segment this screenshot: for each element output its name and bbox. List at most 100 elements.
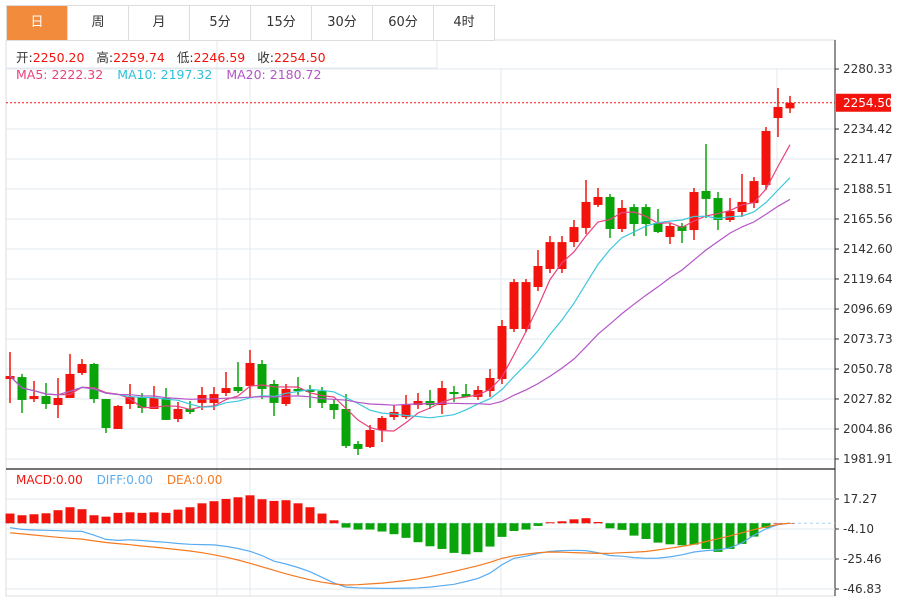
price-axis-label: 2188.51 <box>843 182 893 196</box>
candle <box>173 402 183 423</box>
candle <box>737 173 747 217</box>
open-label: 开: <box>16 50 33 65</box>
price-axis-label: 2119.64 <box>843 272 893 286</box>
tab-month[interactable]: 月 <box>129 6 190 40</box>
candle <box>569 219 579 248</box>
candle-body <box>41 396 51 404</box>
candle-body <box>713 198 723 220</box>
macd-bar <box>449 523 459 553</box>
candle-body <box>257 364 267 389</box>
macd-bar <box>329 520 339 524</box>
price-axis-label: 2073.73 <box>843 332 893 346</box>
candle <box>245 350 255 397</box>
candle <box>89 362 99 403</box>
candle <box>5 351 15 403</box>
diff-value: DIFF:0.00 <box>96 473 153 487</box>
diff-line <box>9 522 791 590</box>
ma20-label: MA20: <box>226 67 266 82</box>
tab-4hour[interactable]: 4时 <box>434 6 495 40</box>
candle-body <box>629 207 639 225</box>
macd-bar <box>653 523 663 543</box>
macd-bar <box>281 500 291 524</box>
macd-bar <box>113 512 123 524</box>
candle-body <box>605 196 615 230</box>
macd-bar <box>629 523 639 536</box>
candle-body <box>89 364 99 400</box>
period-tabs: 日 周 月 5分 15分 30分 60分 4时 <box>6 5 495 41</box>
macd-bar <box>605 523 615 529</box>
candle <box>41 382 51 409</box>
candle <box>617 199 627 233</box>
candle <box>701 144 711 219</box>
candle <box>437 380 447 415</box>
price-axis-label: 2096.69 <box>843 302 893 316</box>
candle <box>65 353 75 398</box>
macd-axis-label: -4.10 <box>843 522 874 536</box>
candle <box>677 222 687 243</box>
candle-body <box>557 242 567 269</box>
tab-day[interactable]: 日 <box>7 6 68 40</box>
candle-body <box>293 388 303 392</box>
candle-body <box>185 408 195 412</box>
candle-body <box>617 207 627 230</box>
tab-week[interactable]: 周 <box>68 6 129 40</box>
candle <box>389 405 399 420</box>
price-axis-label: 2280.33 <box>843 62 893 76</box>
candle-body <box>449 391 459 395</box>
candle-body <box>137 396 147 409</box>
macd-bar <box>557 521 567 524</box>
candle <box>77 359 87 375</box>
candle <box>29 380 39 403</box>
macd-bar <box>593 521 603 524</box>
price-axis-label: 2050.78 <box>843 362 893 376</box>
dea-value: DEA:0.00 <box>166 473 223 487</box>
candle-body <box>305 390 315 392</box>
ma20-line <box>9 198 791 406</box>
candle-body <box>473 390 483 397</box>
candle-body <box>749 181 759 203</box>
candle-body <box>737 201 747 213</box>
candle <box>341 394 351 449</box>
candle-body <box>401 403 411 418</box>
tab-5min[interactable]: 5分 <box>190 6 251 40</box>
ma10-value: 2197.32 <box>160 67 213 82</box>
tab-60min[interactable]: 60分 <box>373 6 434 40</box>
candle-body <box>413 400 423 406</box>
candle-body <box>653 222 663 233</box>
candle <box>113 405 123 429</box>
macd-bar <box>389 523 399 535</box>
macd-bar <box>317 513 327 524</box>
candle-body <box>353 443 363 449</box>
candle <box>413 393 423 409</box>
macd-legend: MACD:0.00 DIFF:0.00 DEA:0.00 <box>16 473 232 487</box>
macd-bar <box>365 523 375 530</box>
candle-body <box>377 417 387 431</box>
candle-body <box>545 242 555 269</box>
ma20-value: 2180.72 <box>269 67 322 82</box>
tab-15min[interactable]: 15分 <box>251 6 312 40</box>
ma10-line <box>9 177 791 419</box>
candle-body <box>761 130 771 185</box>
candle <box>713 192 723 231</box>
candle-body <box>53 397 63 406</box>
candle <box>329 399 339 420</box>
candle <box>641 204 651 237</box>
candle-body <box>593 196 603 205</box>
tab-30min[interactable]: 30分 <box>312 6 373 40</box>
candle <box>557 236 567 274</box>
macd-bar <box>125 512 135 524</box>
price-axis-label: 2234.42 <box>843 122 893 136</box>
ohlc-legend: 开:2250.20 高:2259.74 低:2246.59 收:2254.50 … <box>16 49 334 83</box>
candle <box>161 388 171 420</box>
candle <box>485 368 495 397</box>
open-value: 2250.20 <box>32 50 85 65</box>
macd-bar <box>173 509 183 524</box>
dea-line <box>9 522 791 586</box>
low-value: 2246.59 <box>193 50 246 65</box>
macd-bar <box>209 501 219 524</box>
ma-row: MA5: 2222.32 MA10: 2197.32 MA20: 2180.72 <box>16 66 334 83</box>
ma5-label: MA5: <box>16 67 48 82</box>
candle-body <box>233 387 243 392</box>
candle <box>365 425 375 449</box>
